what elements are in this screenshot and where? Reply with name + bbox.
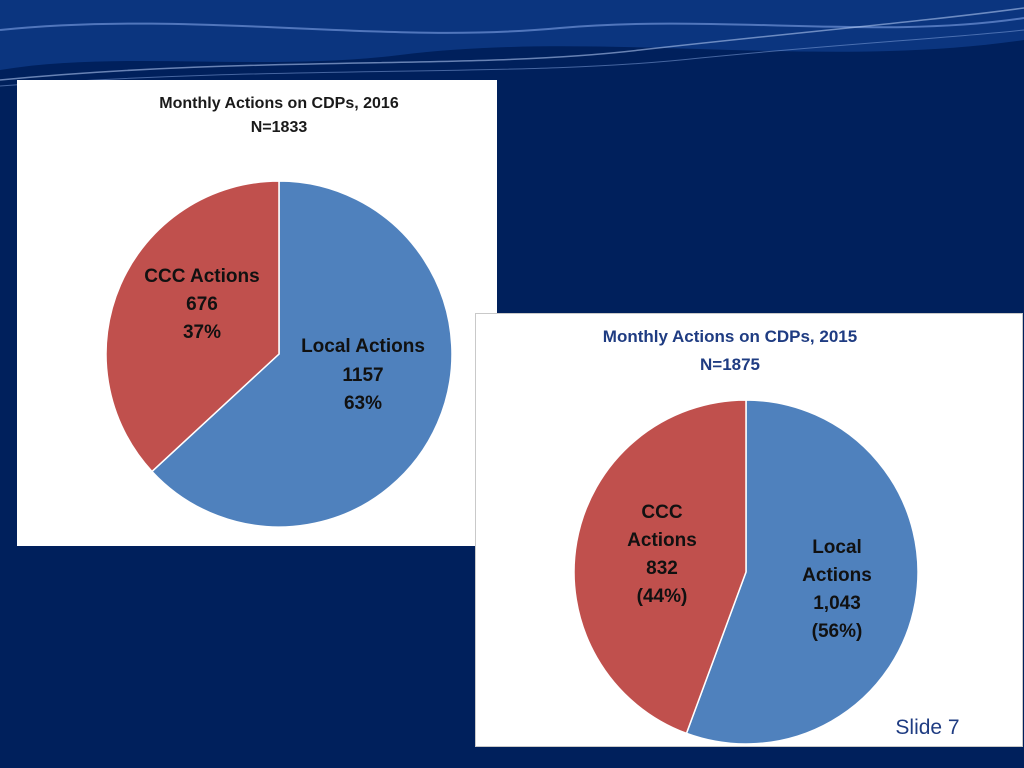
pie-slice-local-actions	[685, 399, 919, 745]
slice-label-name-line1: Local	[812, 537, 862, 558]
slice-label-name: CCC Actions	[144, 266, 259, 287]
slice-label-name-line2: Actions	[802, 565, 872, 586]
slice-label-group: CCC Actions 676 37%	[144, 266, 259, 343]
slice-label-group: CCC Actions 832 (44%)	[627, 502, 697, 607]
slice-label-group: Local Actions 1,043 (56%)	[802, 537, 872, 642]
pie-slice-ccc-actions	[105, 180, 280, 473]
slice-label-value: 1157	[342, 365, 383, 386]
pie-chart-2015: Monthly Actions on CDPs, 2015 N=1875 CCC…	[573, 327, 919, 745]
pie-slice-ccc-actions	[573, 399, 747, 735]
chart-subtitle: N=1875	[700, 355, 760, 374]
slice-label-value: 676	[186, 294, 218, 315]
chart-title: Monthly Actions on CDPs, 2015	[603, 327, 857, 346]
slice-label-percent: 63%	[344, 393, 382, 414]
chart-panel-2016: Monthly Actions on CDPs, 2016 N=1833 CCC…	[17, 80, 497, 546]
slice-label-name-line1: CCC	[641, 502, 682, 523]
chart-subtitle: N=1833	[251, 119, 308, 136]
slice-label-percent: (56%)	[812, 621, 863, 642]
pie-chart-2016: Monthly Actions on CDPs, 2016 N=1833 CCC…	[105, 95, 453, 528]
slice-label-percent: 37%	[183, 322, 221, 343]
slice-label-group: Local Actions 1157 63%	[301, 336, 425, 414]
slice-label-name-line2: Actions	[627, 530, 697, 551]
chart-panel-2015: Monthly Actions on CDPs, 2015 N=1875 CCC…	[475, 313, 1023, 747]
slice-label-name: Local Actions	[301, 336, 425, 357]
slice-label-value: 1,043	[813, 593, 861, 614]
slice-label-value: 832	[646, 558, 678, 579]
slice-label-percent: (44%)	[637, 586, 688, 607]
slide-number: Slide 7	[895, 716, 960, 739]
pie-slice-local-actions	[150, 180, 453, 528]
chart-title: Monthly Actions on CDPs, 2016	[159, 95, 399, 112]
